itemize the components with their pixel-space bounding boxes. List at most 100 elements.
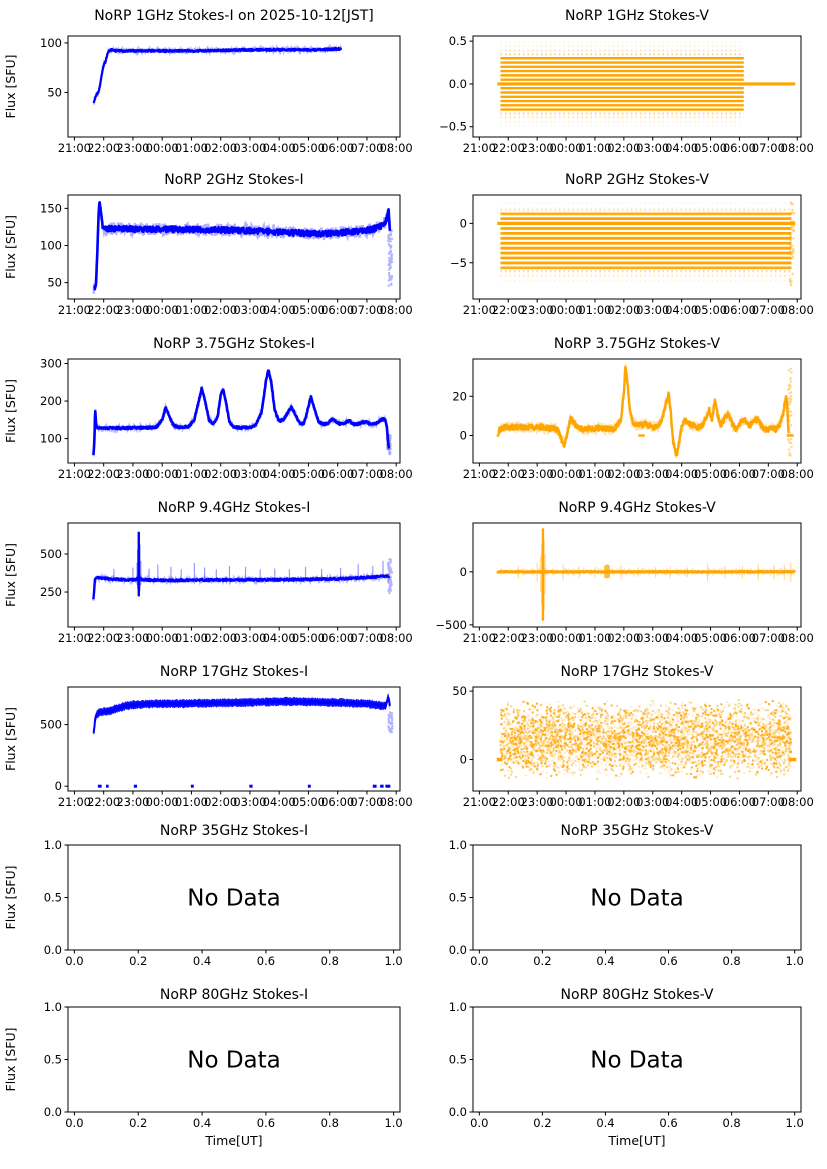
x-tick-label: 21:00	[58, 795, 91, 809]
x-tick-label: 0.4	[596, 1116, 614, 1130]
subplot-norp-2ghz-stokes-v: NoRP 2GHz Stokes-V 21:0022:0023:0000:0001…	[450, 172, 814, 317]
subplot-norp-80ghz-stokes-i: NoRP 80GHz Stokes-I Flux [SFU] Time[UT] 0.0…	[3, 987, 403, 1148]
x-tick-label: 04:00	[665, 303, 698, 317]
x-tick-label: 23:00	[521, 467, 554, 481]
edge-scatter	[387, 229, 394, 287]
y-tick-label: 100	[40, 432, 62, 446]
x-tick-label: 04:00	[263, 631, 296, 645]
x-tick-label: 23:00	[116, 631, 149, 645]
x-tick-label: 02:00	[204, 795, 237, 809]
subplot-norp-3.75ghz-stokes-v: NoRP 3.75GHz Stokes-V 21:0022:0023:0000:0…	[452, 336, 813, 481]
x-axis-ticks: 21:0022:0023:0000:0001:0002:0003:0004:00…	[58, 137, 413, 155]
x-tick-label: 04:00	[665, 141, 698, 155]
y-tick-label: 0	[460, 565, 467, 579]
y-axis-ticks: 0.0 0.5 1.0	[44, 838, 68, 957]
quantized-stripes	[500, 202, 792, 282]
y-tick-label: 0.0	[44, 1105, 62, 1119]
subplot-title: NoRP 1GHz Stokes-V	[565, 8, 709, 24]
spike-events	[517, 528, 792, 621]
no-data-label: No Data	[590, 886, 684, 912]
x-tick-label: 01:00	[578, 303, 611, 317]
x-tick-label: 05:00	[694, 631, 727, 645]
y-tick-label: 0.0	[44, 943, 62, 957]
x-tick-label: 21:00	[58, 467, 91, 481]
x-tick-label: 23:00	[521, 303, 554, 317]
plot-frame	[67, 844, 401, 951]
edge-scatter	[603, 564, 611, 579]
y-tick-label: 0	[460, 216, 467, 230]
plot-frame	[67, 522, 401, 628]
subplot-norp-9.4ghz-stokes-i: NoRP 9.4GHz Stokes-I Flux [SFU] 21:0022:00…	[3, 500, 413, 645]
x-tick-label: 07:00	[350, 467, 383, 481]
x-tick-label: 01:00	[578, 467, 611, 481]
y-axis-ticks: 0 50	[452, 684, 473, 767]
y-axis-ticks: 100 200 300	[40, 357, 68, 446]
x-tick-label: 23:00	[116, 141, 149, 155]
y-tick-label: 0.0	[449, 1105, 467, 1119]
subplot-title: NoRP 9.4GHz Stokes-V	[558, 500, 716, 516]
plot-data-area	[92, 369, 392, 457]
x-tick-label: 21:00	[463, 303, 496, 317]
x-tick-label: 07:00	[752, 303, 785, 317]
x-tick-label: 05:00	[694, 795, 727, 809]
x-tick-label: 04:00	[263, 303, 296, 317]
subplot-norp-35ghz-stokes-v: NoRP 35GHz Stokes-V0.0 0.2 0.4 0.6 0.8 1.00.0…	[449, 823, 804, 968]
stokes-i-series	[92, 697, 391, 734]
x-tick-label: 1.0	[786, 1116, 804, 1130]
stokes-i-series	[92, 46, 343, 104]
plot-frame	[67, 194, 401, 300]
x-tick-label: 07:00	[752, 795, 785, 809]
plot-data-area	[497, 41, 796, 127]
plot-data-area	[92, 531, 394, 601]
x-tick-label: 22:00	[87, 303, 120, 317]
x-tick-label: 04:00	[665, 631, 698, 645]
x-tick-label: 22:00	[87, 141, 120, 155]
x-axis-ticks: 21:0022:0023:0000:0001:0002:0003:0004:00…	[463, 791, 814, 809]
y-tick-label: 0.5	[44, 1053, 62, 1067]
x-tick-label: 0.0	[65, 1116, 83, 1130]
x-tick-label: 00:00	[146, 467, 179, 481]
x-axis-ticks: 21:0022:0023:0000:0001:0002:0003:0004:00…	[463, 299, 814, 317]
x-axis-label: Time[UT]	[607, 1133, 665, 1148]
y-tick-label: 100	[40, 36, 62, 50]
x-axis-ticks: 0.0 0.2 0.4 0.6 0.8 1.0	[470, 950, 804, 968]
subplot-title: NoRP 9.4GHz Stokes-I	[158, 500, 311, 516]
y-axis-label: Flux [SFU]	[3, 55, 18, 119]
x-tick-label: 22:00	[492, 795, 525, 809]
x-tick-label: 06:00	[321, 795, 354, 809]
x-tick-label: 02:00	[204, 303, 237, 317]
x-tick-label: 06:00	[321, 467, 354, 481]
x-tick-label: 22:00	[87, 631, 120, 645]
x-tick-label: 05:00	[292, 141, 325, 155]
stokes-v-series	[497, 365, 790, 457]
x-tick-label: 00:00	[549, 631, 582, 645]
subplot-norp-17ghz-stokes-i: NoRP 17GHz Stokes-I Flux [SFU] 21:0022:002…	[3, 664, 413, 809]
x-tick-label: 03:00	[233, 795, 266, 809]
x-tick-label: 03:00	[233, 467, 266, 481]
x-tick-label: 07:00	[350, 795, 383, 809]
x-tick-label: 0.4	[596, 954, 614, 968]
quantized-stripes	[500, 41, 744, 127]
subplot-title: NoRP 80GHz Stokes-V	[561, 987, 714, 1003]
y-tick-label: −500	[435, 618, 467, 632]
x-tick-label: 23:00	[521, 631, 554, 645]
x-tick-label: 08:00	[380, 141, 413, 155]
x-tick-label: 0.4	[193, 1116, 211, 1130]
stokes-i-series	[92, 201, 392, 291]
x-tick-label: 04:00	[263, 795, 296, 809]
edge-scatter	[786, 367, 793, 457]
x-tick-label: 0.0	[65, 954, 83, 968]
x-tick-label: 01:00	[175, 467, 208, 481]
subplot-title: NoRP 1GHz Stokes-I on 2025-10-12[JST]	[94, 8, 374, 24]
x-tick-label: 23:00	[521, 795, 554, 809]
y-axis-ticks: 0.0 0.5 1.0	[449, 1000, 473, 1119]
y-tick-label: 50	[452, 684, 467, 698]
x-tick-label: 03:00	[233, 303, 266, 317]
plot-frame	[472, 686, 802, 792]
plot-frame	[472, 522, 802, 628]
y-tick-label: 500	[40, 547, 62, 561]
stokes-i-series-fuzz	[92, 202, 392, 294]
x-tick-label: 00:00	[146, 141, 179, 155]
y-axis-ticks: −0.5 0.0 0.5	[439, 34, 473, 134]
x-tick-label: 00:00	[549, 795, 582, 809]
